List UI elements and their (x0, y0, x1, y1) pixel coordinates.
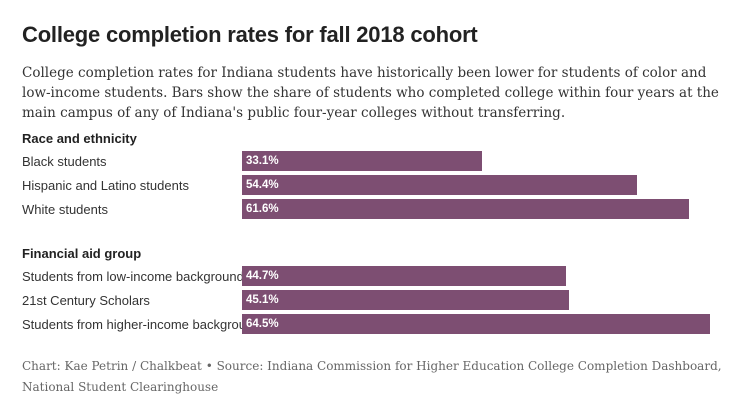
category-label: Students from low-income backgrounds (22, 269, 251, 284)
bar: 33.1% (242, 151, 482, 171)
group-label: Financial aid group (22, 246, 142, 261)
bar-value-label: 64.5% (246, 318, 279, 330)
category-label: Black students (22, 154, 107, 169)
bar-value-label: 45.1% (246, 294, 279, 306)
bar: 61.6% (242, 199, 689, 219)
bar-value-label: 61.6% (246, 203, 279, 215)
category-label: 21st Century Scholars (22, 293, 150, 308)
bar: 44.7% (242, 266, 566, 286)
bar: 54.4% (242, 175, 637, 195)
chart-subtitle: College completion rates for Indiana stu… (22, 65, 719, 121)
bar: 45.1% (242, 290, 569, 310)
bar: 64.5% (242, 314, 710, 334)
bar-value-label: 54.4% (246, 179, 279, 191)
category-label: White students (22, 202, 108, 217)
bar-value-label: 33.1% (246, 155, 279, 167)
chart-source-note: Chart: Kae Petrin / Chalkbeat • Source: … (22, 359, 722, 394)
chart-title: College completion rates for fall 2018 c… (22, 22, 478, 47)
category-label: Hispanic and Latino students (22, 178, 189, 193)
bar-value-label: 44.7% (246, 270, 279, 282)
group-label: Race and ethnicity (22, 131, 137, 146)
category-label: Students from higher-income backgrounds (22, 317, 267, 332)
